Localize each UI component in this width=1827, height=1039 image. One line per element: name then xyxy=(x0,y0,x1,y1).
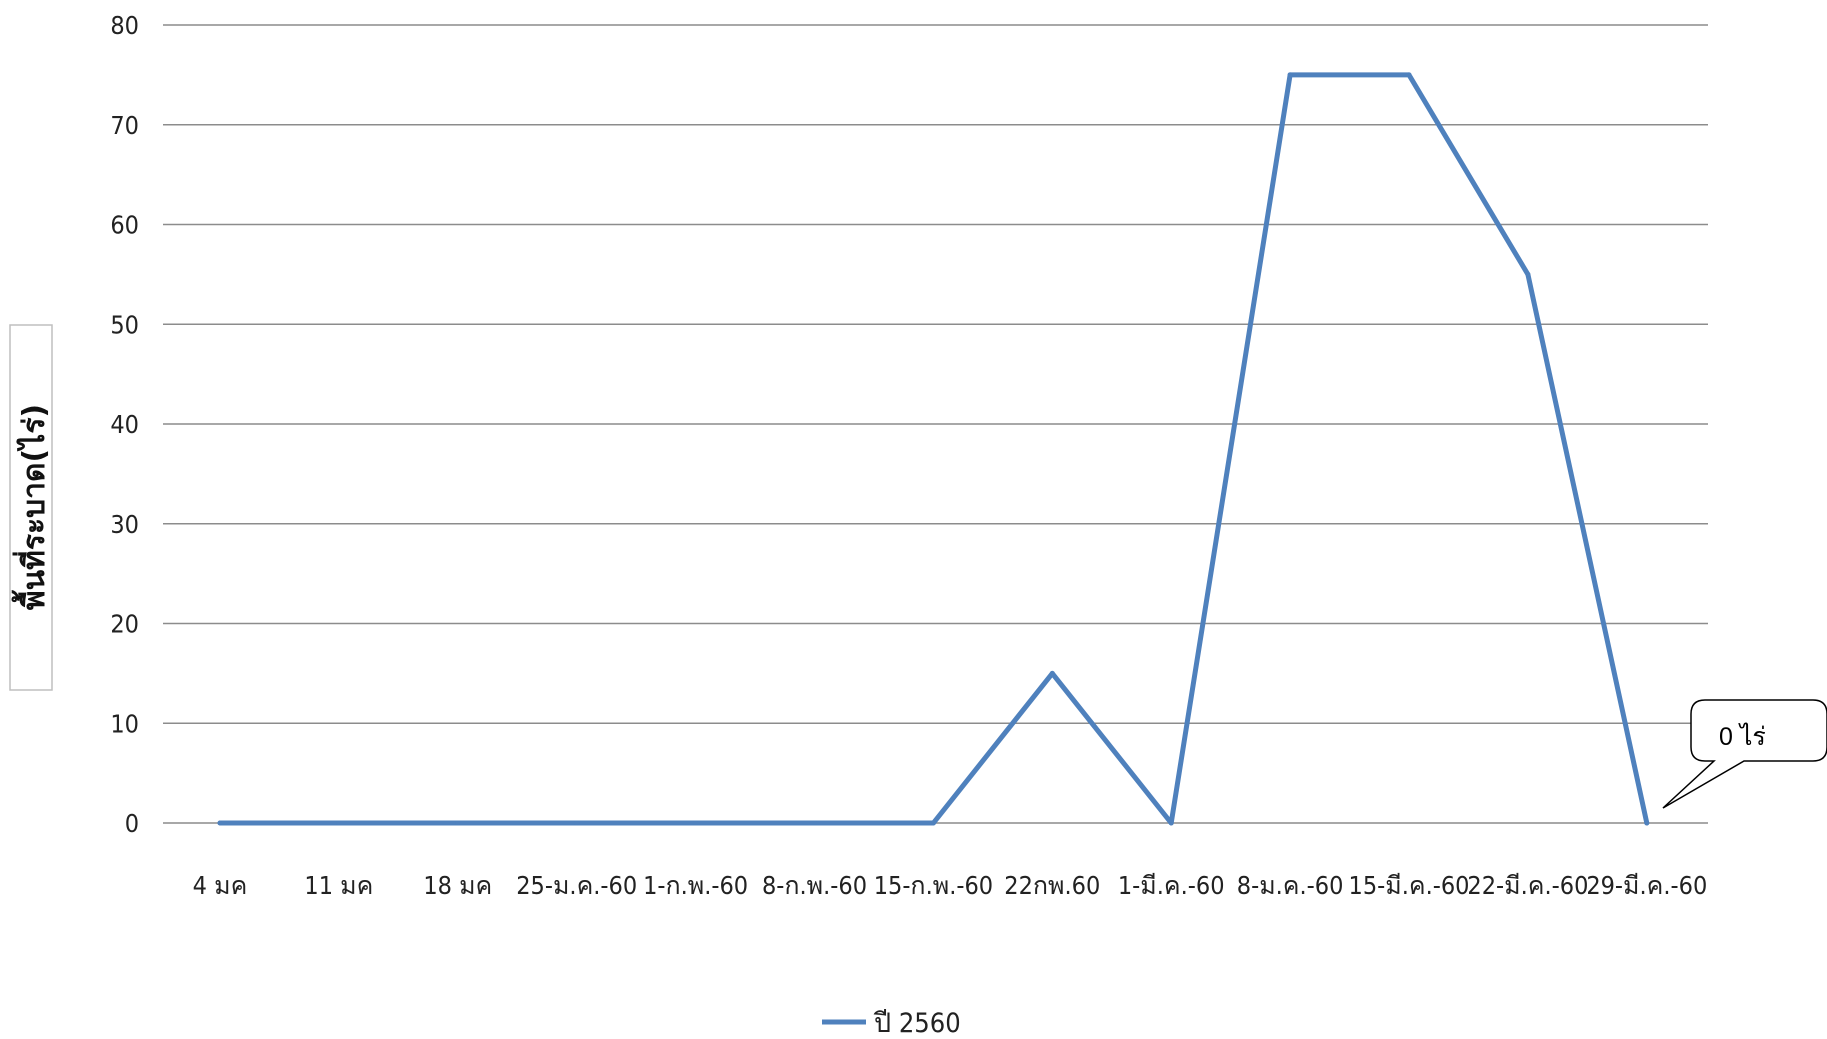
y-axis-title: พื้นที่ระบาด(ไร่) xyxy=(11,404,52,610)
data-point xyxy=(1049,670,1055,676)
data-point xyxy=(693,820,699,826)
y-tick-label: 70 xyxy=(110,111,139,140)
y-tick-label: 50 xyxy=(110,310,139,339)
legend: ปี 2560 xyxy=(822,1008,961,1039)
data-point xyxy=(1525,271,1531,277)
y-tick-label: 40 xyxy=(110,410,139,439)
legend-label: ปี 2560 xyxy=(874,1008,961,1039)
x-tick-label: 22-มี.ค.-60 xyxy=(1467,871,1588,900)
x-tick-label: 22กพ.60 xyxy=(1004,871,1100,900)
gridlines xyxy=(163,24,1708,824)
series-layer xyxy=(217,72,1650,826)
data-point xyxy=(336,820,342,826)
data-point xyxy=(812,820,817,826)
data-point xyxy=(1168,820,1174,826)
x-tick-label: 8-ก.พ.-60 xyxy=(762,871,867,900)
y-axis-ticks: 0 10 20 30 40 50 60 70 80 xyxy=(110,11,139,838)
data-point xyxy=(1644,820,1650,826)
data-point xyxy=(455,820,461,826)
series-line xyxy=(217,72,1650,826)
y-tick-label: 0 xyxy=(125,809,139,838)
y-axis-title-box: พื้นที่ระบาด(ไร่) xyxy=(9,324,53,691)
x-tick-label: 18 มค xyxy=(423,871,492,900)
x-tick-label: 1-มี.ค.-60 xyxy=(1118,871,1225,900)
y-tick-label: 80 xyxy=(110,11,139,40)
x-tick-label: 25-ม.ค.-60 xyxy=(516,871,637,900)
x-tick-label: 29-มี.ค.-60 xyxy=(1586,871,1707,900)
x-tick-label: 15-ก.พ.-60 xyxy=(874,871,993,900)
callout-label: 0 ไร่ xyxy=(1719,722,1766,751)
annotation-callout: 0 ไร่ xyxy=(1662,699,1827,809)
data-point xyxy=(1406,72,1412,78)
data-point xyxy=(1287,72,1293,78)
x-axis-ticks: 4 มค 11 มค 18 มค 25-ม.ค.-60 1-ก.พ.-60 8-ก.พ.-… xyxy=(193,871,1708,900)
y-tick-label: 30 xyxy=(110,510,139,539)
x-tick-label: 15-มี.ค.-60 xyxy=(1349,871,1470,900)
y-tick-label: 20 xyxy=(110,610,139,639)
x-tick-label: 4 มค xyxy=(193,871,248,900)
callout-shape xyxy=(1662,699,1827,809)
x-tick-label: 11 มค xyxy=(304,871,373,900)
x-tick-label: 8-ม.ค.-60 xyxy=(1237,871,1344,900)
y-tick-label: 10 xyxy=(110,709,139,738)
data-point xyxy=(574,820,580,826)
x-tick-label: 1-ก.พ.-60 xyxy=(643,871,748,900)
data-point xyxy=(217,820,223,826)
y-tick-label: 60 xyxy=(110,211,139,240)
data-point xyxy=(930,820,936,826)
